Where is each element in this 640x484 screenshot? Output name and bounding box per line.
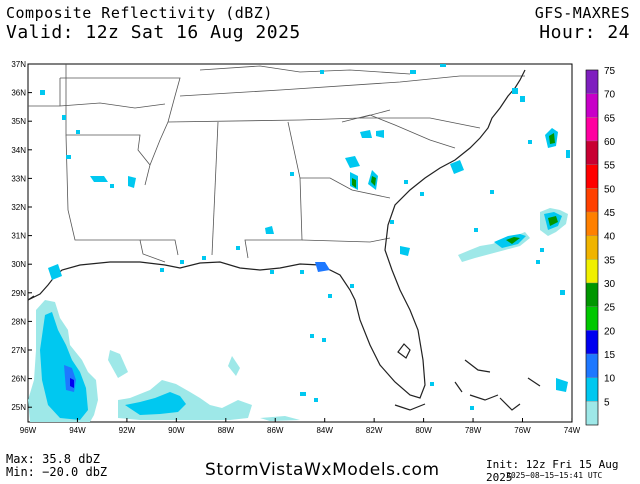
lat-label: 28N — [11, 317, 26, 326]
timestamp: 2025−08−15−15:41 UTC — [506, 471, 603, 480]
lat-label: 33N — [11, 174, 26, 183]
state-borders — [28, 64, 525, 263]
lon-label: 88W — [218, 426, 235, 435]
lon-label: 76W — [514, 426, 531, 435]
map-title: Composite Reflectivity (dBZ) — [6, 4, 273, 22]
min-value: Min: −20.0 dbZ — [6, 465, 108, 479]
lon-label: 82W — [366, 426, 383, 435]
colorbar-legend: 75 70 65 60 55 50 45 40 35 30 25 20 15 10 5 — [585, 66, 616, 426]
colorbar-swatch — [585, 93, 599, 118]
colorbar-swatch — [585, 211, 599, 236]
colorbar-label: 35 — [604, 255, 616, 266]
valid-time: Valid: 12z Sat 16 Aug 2025 — [6, 22, 301, 43]
colorbar-label: 40 — [604, 232, 616, 243]
lat-label: 31N — [11, 232, 26, 241]
lon-label: 74W — [564, 426, 581, 435]
longitude-labels: 96W 94W 92W 90W 88W 86W 84W 82W 80W 78W 76W 74W — [20, 426, 581, 435]
lat-label: 30N — [11, 260, 26, 269]
lat-label: 34N — [11, 146, 26, 155]
lon-label: 92W — [119, 426, 136, 435]
colorbar-swatch — [585, 69, 599, 94]
lon-label: 86W — [267, 426, 284, 435]
colorbar-label: 10 — [604, 374, 616, 385]
colorbar-swatch — [585, 188, 599, 213]
map-frame — [27, 63, 573, 423]
colorbar-label: 45 — [604, 208, 616, 219]
reflectivity-echoes — [28, 64, 570, 422]
colorbar-swatch — [585, 259, 599, 284]
lon-label: 90W — [168, 426, 185, 435]
colorbar-label: 25 — [604, 303, 616, 314]
colorbar-swatch — [585, 140, 599, 165]
lon-label: 78W — [465, 426, 482, 435]
lat-label: 27N — [11, 346, 26, 355]
colorbar-label: 30 — [604, 279, 616, 290]
forecast-hour: Hour: 24 — [539, 22, 630, 43]
colorbar-swatch — [585, 235, 599, 260]
colorbar-label: 55 — [604, 161, 616, 172]
colorbar-label: 20 — [604, 326, 616, 337]
colorbar-label: 65 — [604, 113, 616, 124]
lat-label: 37N — [11, 60, 26, 69]
colorbar-swatch — [585, 401, 599, 426]
colorbar-swatch — [585, 330, 599, 355]
lon-label: 84W — [316, 426, 333, 435]
colorbar-label: 75 — [604, 66, 616, 77]
colorbar-frame — [585, 69, 599, 426]
colorbar-label: 50 — [604, 184, 616, 195]
max-value: Max: 35.8 dbZ — [6, 452, 100, 466]
colorbar-label: 5 — [604, 397, 610, 408]
colorbar-swatch — [585, 377, 599, 402]
lon-label: 96W — [20, 426, 37, 435]
axis-ticks — [27, 63, 573, 422]
colorbar-swatch — [585, 306, 599, 331]
lat-label: 36N — [11, 89, 26, 98]
colorbar-label: 60 — [604, 137, 616, 148]
colorbar-swatch — [585, 117, 599, 142]
colorbar-swatch — [585, 353, 599, 378]
lon-label: 80W — [415, 426, 432, 435]
lon-label: 94W — [69, 426, 86, 435]
lat-label: 25N — [11, 403, 26, 412]
colorbar-swatch — [585, 282, 599, 307]
lat-label: 35N — [11, 117, 26, 126]
lat-label: 29N — [11, 289, 26, 298]
colorbar-label: 70 — [604, 90, 616, 101]
lat-label: 26N — [11, 375, 26, 384]
colorbar-swatch — [585, 164, 599, 189]
lat-label: 32N — [11, 203, 26, 212]
site-name: StormVistaWxModels.com — [205, 460, 440, 480]
latitude-labels: 37N 36N 35N 34N 33N 32N 31N 30N 29N 28N 27N 26N 25N — [11, 60, 26, 412]
coastline — [27, 69, 541, 411]
colorbar-label: 15 — [604, 350, 616, 361]
model-name: GFS-MAXRES — [534, 4, 630, 22]
